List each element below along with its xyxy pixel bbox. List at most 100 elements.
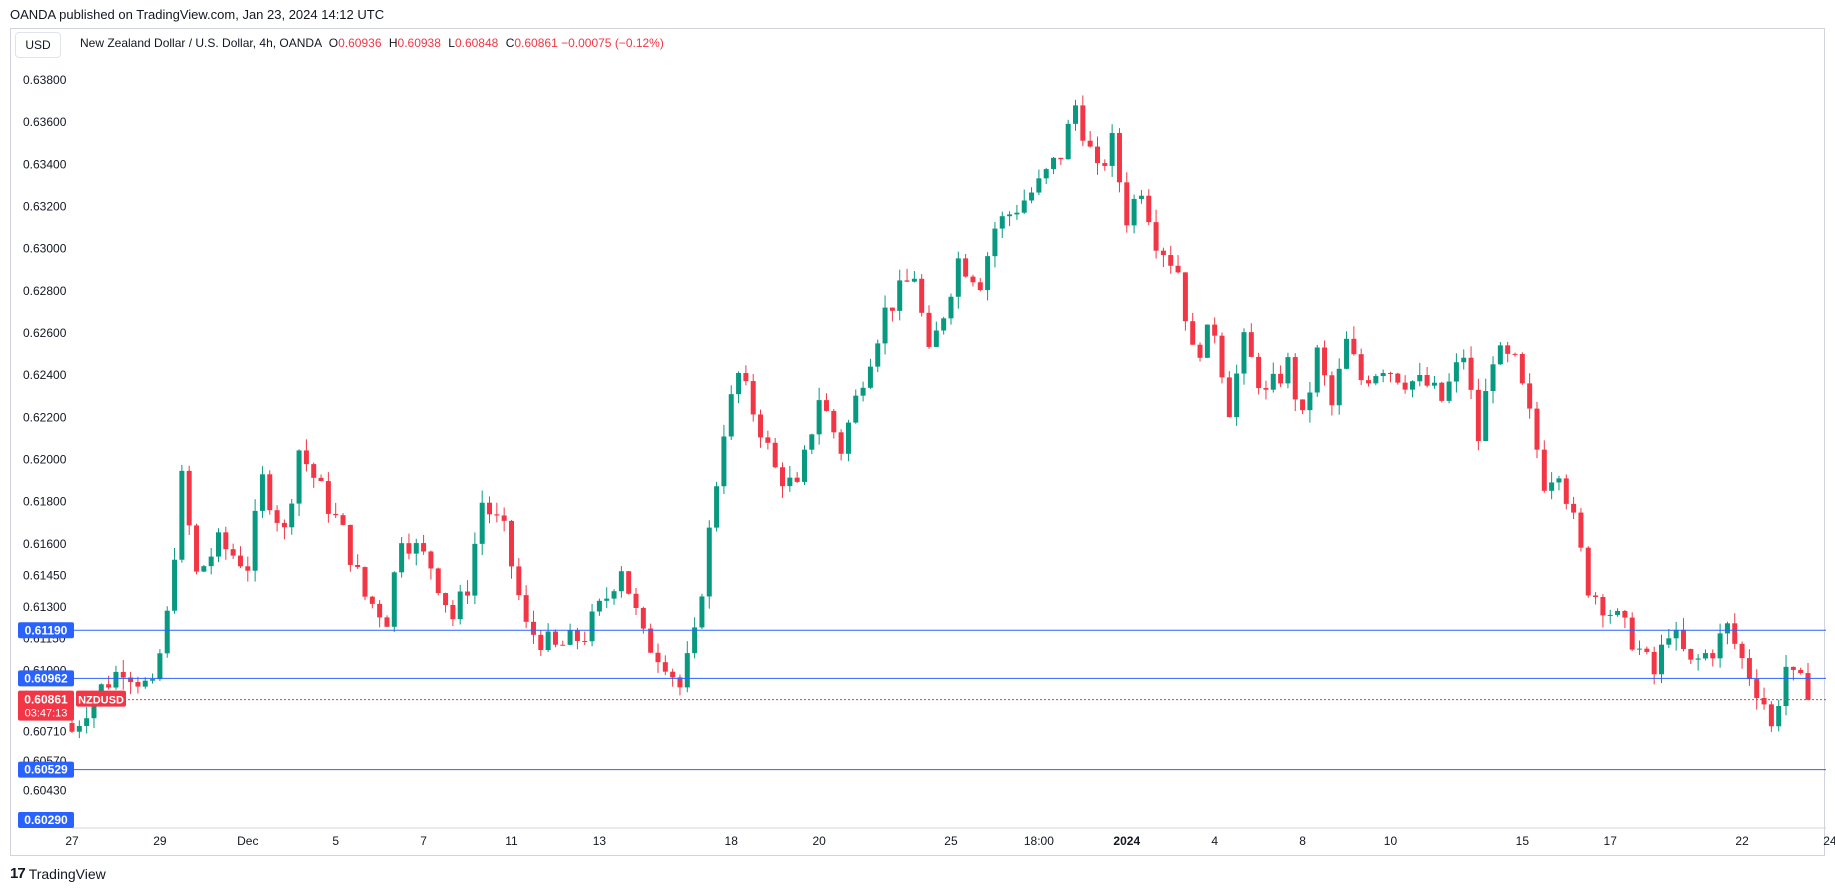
candle-body (758, 414, 764, 438)
candle-body (567, 630, 573, 645)
candle-body (618, 571, 624, 592)
candle-body (999, 216, 1005, 229)
x-tick-label: 17 (1604, 834, 1618, 848)
candle-body (1197, 344, 1203, 358)
candle-body (1578, 512, 1584, 548)
candle-body (1666, 638, 1672, 645)
candle-body (1688, 648, 1694, 660)
candle-body (1270, 373, 1276, 390)
candle-body (860, 387, 866, 396)
candle-body (76, 725, 82, 732)
candle-body (1490, 364, 1496, 392)
candle-body (1051, 157, 1057, 170)
candle-body (1153, 222, 1159, 251)
candle-body (1461, 357, 1467, 363)
x-tick-label: 4 (1211, 834, 1218, 848)
candle-body (1615, 610, 1621, 615)
candle-body (1021, 200, 1027, 213)
candle-body (1036, 178, 1042, 193)
candle-body (867, 366, 873, 388)
candle-body (267, 474, 273, 511)
candle-body (670, 671, 676, 678)
candle-body (545, 631, 551, 651)
candle-body (596, 600, 602, 612)
x-tick-label: 11 (505, 834, 518, 848)
candle-body (369, 596, 375, 604)
candle-body (1717, 633, 1723, 659)
level-label: 0.60529 (24, 763, 68, 777)
candle-body (1512, 353, 1518, 355)
y-tick-label: 0.61300 (23, 600, 67, 614)
chart-legend: New Zealand Dollar / U.S. Dollar, 4h, OA… (80, 36, 664, 50)
candle-body (487, 502, 493, 515)
candle-body (970, 276, 976, 283)
candle-body (1468, 357, 1474, 390)
candle-body (508, 520, 514, 567)
candle-body (1124, 182, 1130, 226)
candle-body (845, 422, 851, 454)
candle-body (1541, 449, 1547, 491)
candle-body (435, 568, 441, 594)
x-tick-label: 18:00 (1024, 834, 1054, 848)
last-price-label: 0.60861 (24, 693, 68, 707)
candle-body (1754, 679, 1760, 699)
y-tick-label: 0.60430 (23, 783, 67, 797)
candle-body (106, 684, 112, 688)
x-tick-label: 25 (944, 834, 958, 848)
candle-body (1622, 610, 1628, 618)
level-label: 0.60962 (24, 671, 68, 685)
publish-info: OANDA published on TradingView.com, Jan … (10, 7, 385, 22)
candle-body (1409, 381, 1415, 390)
candle-body (1314, 347, 1320, 393)
price-chart[interactable]: 0.63800 0.63600 0.63400 0.63200 0.63000 0.628… (0, 0, 1835, 860)
candle-body (765, 437, 771, 443)
candle-body (1182, 272, 1188, 322)
y-tick-label: 0.62200 (23, 410, 67, 424)
candle-body (289, 503, 295, 528)
candle-body (1549, 482, 1555, 491)
symbol-badge-label: NZDUSD (78, 695, 124, 707)
tradingview-brand[interactable]: 17 TradingView (10, 865, 106, 882)
candle-body (1007, 214, 1013, 217)
candle-body (333, 513, 339, 516)
x-tick-label: 29 (153, 834, 167, 848)
candle-body (1073, 105, 1079, 124)
candle-body (1058, 157, 1064, 160)
x-tick-label: 7 (420, 834, 427, 848)
candle-body (1571, 503, 1577, 513)
candle-body (692, 627, 698, 654)
candle-body (230, 549, 236, 556)
symbol-description[interactable]: New Zealand Dollar / U.S. Dollar, 4h, OA… (80, 36, 322, 50)
x-tick-label: 18 (725, 834, 739, 848)
candle-body (794, 477, 800, 482)
candle-body (1563, 478, 1569, 504)
candle-body (274, 510, 280, 523)
y-tick-label: 0.60710 (23, 724, 67, 738)
candle-body (1724, 623, 1730, 634)
candle-body (985, 256, 991, 291)
candle-body (1087, 140, 1093, 147)
candle-body (1556, 478, 1562, 483)
candle-body (457, 591, 463, 620)
candle-body (208, 556, 214, 567)
x-tick-label: 24 (1823, 834, 1835, 848)
currency-button[interactable]: USD (15, 32, 61, 58)
candle-body (1175, 265, 1181, 273)
symbol-badge (76, 690, 126, 707)
candle-body (1080, 105, 1086, 141)
y-tick-label: 0.63400 (23, 157, 67, 171)
candle-body (1732, 623, 1738, 644)
candle-body (347, 524, 353, 565)
candle-body (1138, 195, 1144, 199)
x-tick-label: 13 (593, 834, 607, 848)
candle-body (648, 628, 654, 653)
candle-body (1402, 382, 1408, 390)
candle-body (1300, 399, 1306, 411)
x-tick-label: Dec (237, 834, 258, 848)
x-tick-label: 5 (332, 834, 339, 848)
x-tick-label: 15 (1516, 834, 1530, 848)
candle-body (684, 653, 690, 688)
candle-body (1527, 383, 1533, 409)
candle-body (633, 593, 639, 608)
x-tick-label: 20 (812, 834, 826, 848)
